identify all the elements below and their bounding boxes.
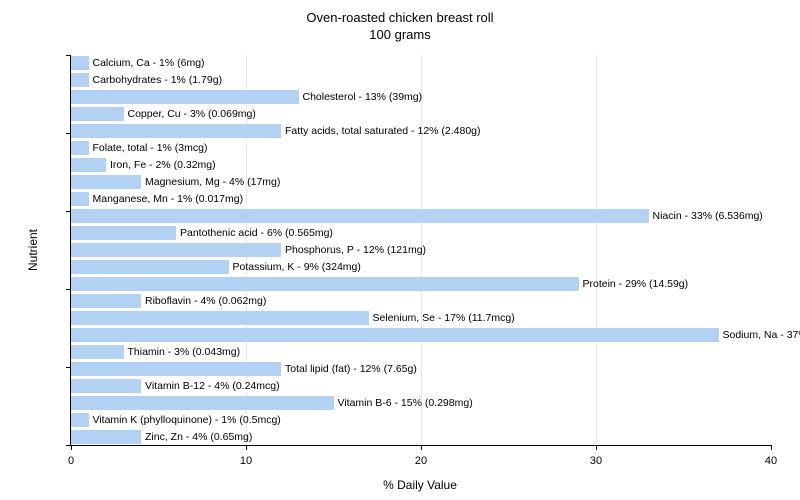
- bar-label: Phosphorus, P - 12% (121mg): [281, 243, 426, 257]
- bar: [71, 379, 141, 393]
- y-tick: [66, 445, 71, 446]
- bars-layer: Calcium, Ca - 1% (6mg) Carbohydrates - 1%…: [71, 55, 771, 445]
- y-tick: [66, 367, 71, 368]
- bar-label: Magnesium, Mg - 4% (17mg): [141, 175, 280, 189]
- bar: [71, 430, 141, 444]
- bar: [71, 124, 281, 138]
- bar-label: Sodium, Na - 37% (883mg): [719, 328, 800, 342]
- title-line-1: Oven-roasted chicken breast roll: [0, 10, 800, 27]
- x-tick-label: 20: [415, 455, 427, 467]
- bar: [71, 73, 89, 87]
- bar: [71, 90, 299, 104]
- bar: [71, 158, 106, 172]
- bar-label: Potassium, K - 9% (324mg): [229, 260, 361, 274]
- bar: [71, 56, 89, 70]
- bar: [71, 226, 176, 240]
- bar-label: Vitamin B-6 - 15% (0.298mg): [334, 396, 473, 410]
- bar: [71, 362, 281, 376]
- bar-label: Calcium, Ca - 1% (6mg): [89, 56, 205, 70]
- y-axis-label: Nutrient: [26, 229, 40, 271]
- x-tick-label: 10: [240, 455, 252, 467]
- bar: [71, 192, 89, 206]
- bar: [71, 107, 124, 121]
- plot-area: Calcium, Ca - 1% (6mg) Carbohydrates - 1%…: [70, 55, 771, 446]
- bar-label: Zinc, Zn - 4% (0.65mg): [141, 430, 252, 444]
- bar-label: Vitamin B-12 - 4% (0.24mcg): [141, 379, 280, 393]
- bar-label: Copper, Cu - 3% (0.069mg): [124, 107, 256, 121]
- bar: [71, 141, 89, 155]
- y-tick: [66, 211, 71, 212]
- bar-label: Pantothenic acid - 6% (0.565mg): [176, 226, 333, 240]
- bar-label: Thiamin - 3% (0.043mg): [124, 345, 241, 359]
- y-tick: [66, 55, 71, 56]
- x-tick: [596, 445, 597, 450]
- bar-label: Fatty acids, total saturated - 12% (2.48…: [281, 124, 481, 138]
- bar: [71, 328, 719, 342]
- bar-label: Total lipid (fat) - 12% (7.65g): [281, 362, 417, 376]
- bar-label: Manganese, Mn - 1% (0.017mg): [89, 192, 244, 206]
- bar-label: Cholesterol - 13% (39mg): [299, 90, 423, 104]
- bar-label: Protein - 29% (14.59g): [579, 277, 689, 291]
- title-line-2: 100 grams: [0, 27, 800, 44]
- chart-title: Oven-roasted chicken breast roll 100 gra…: [0, 0, 800, 44]
- bar-label: Iron, Fe - 2% (0.32mg): [106, 158, 216, 172]
- grid-line: [596, 55, 597, 445]
- y-tick: [66, 289, 71, 290]
- y-tick: [66, 133, 71, 134]
- bar: [71, 345, 124, 359]
- bar-label: Folate, total - 1% (3mcg): [89, 141, 208, 155]
- bar: [71, 209, 649, 223]
- bar: [71, 243, 281, 257]
- bar: [71, 294, 141, 308]
- bar-label: Carbohydrates - 1% (1.79g): [89, 73, 223, 87]
- x-tick: [421, 445, 422, 450]
- x-tick: [771, 445, 772, 450]
- bar-label: Niacin - 33% (6.536mg): [649, 209, 763, 223]
- x-tick: [246, 445, 247, 450]
- bar: [71, 413, 89, 427]
- x-tick: [71, 445, 72, 450]
- bar-label: Riboflavin - 4% (0.062mg): [141, 294, 266, 308]
- bar: [71, 396, 334, 410]
- bar: [71, 175, 141, 189]
- nutrient-chart: Oven-roasted chicken breast roll 100 gra…: [0, 0, 800, 500]
- x-tick-label: 0: [68, 455, 74, 467]
- bar-label: Vitamin K (phylloquinone) - 1% (0.5mcg): [89, 413, 281, 427]
- bar: [71, 260, 229, 274]
- x-tick-label: 30: [590, 455, 602, 467]
- bar: [71, 311, 369, 325]
- x-tick-label: 40: [765, 455, 777, 467]
- bar-label: Selenium, Se - 17% (11.7mcg): [369, 311, 515, 325]
- x-axis-label: % Daily Value: [70, 478, 770, 492]
- bar: [71, 277, 579, 291]
